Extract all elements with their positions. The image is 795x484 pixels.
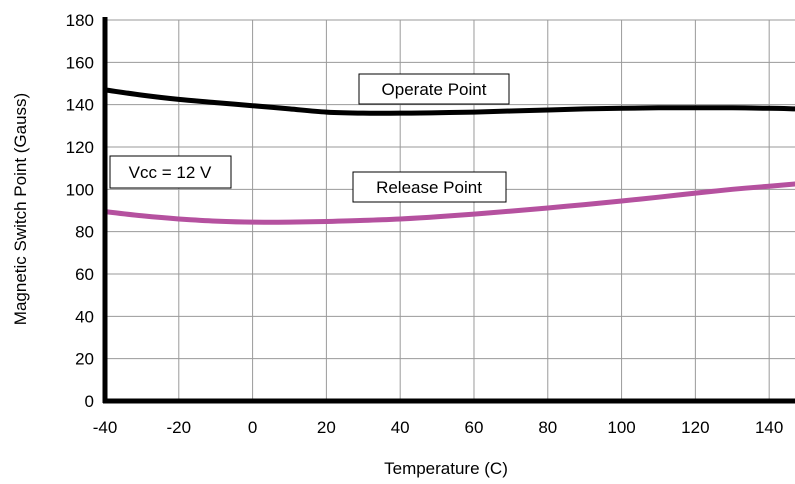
y-tick-label: 40 (75, 307, 94, 326)
series-layer (102, 87, 795, 225)
x-tick-label: 140 (755, 418, 783, 437)
x-tick-label: 0 (248, 418, 257, 437)
y-tick-label: 120 (66, 138, 94, 157)
y-tick-label: 80 (75, 223, 94, 242)
y-tick-label: 140 (66, 96, 94, 115)
y-tick-labels: 0 20 40 60 80 100 120 140 160 180 (66, 11, 94, 411)
annotation-release-point: Release Point (352, 171, 507, 203)
annotation-vcc: Vcc = 12 V (109, 155, 232, 189)
y-tick-label: 160 (66, 53, 94, 72)
annotation-box (352, 171, 507, 203)
x-tick-label: 120 (681, 418, 709, 437)
annotation-release-point-text: Release Point (376, 178, 482, 197)
x-tick-label: -20 (167, 418, 192, 437)
y-tick-label: 20 (75, 350, 94, 369)
annotation-operate-point-text: Operate Point (382, 80, 487, 99)
y-tick-label: 60 (75, 265, 94, 284)
y-tick-label: 180 (66, 11, 94, 30)
x-tick-labels: -40 -20 0 20 40 60 80 100 120 140 (93, 418, 784, 437)
x-tick-label: 80 (538, 418, 557, 437)
annotation-box (358, 73, 510, 105)
y-tick-label: 100 (66, 180, 94, 199)
x-tick-label: 20 (317, 418, 336, 437)
x-tick-label: -40 (93, 418, 118, 437)
annotation-operate-point: Operate Point (358, 73, 510, 105)
axes (102, 17, 795, 404)
y-axis-title: Magnetic Switch Point (Gauss) (11, 93, 30, 325)
x-axis-title: Temperature (C) (384, 459, 508, 478)
x-tick-label: 100 (607, 418, 635, 437)
annotation-vcc-text: Vcc = 12 V (129, 163, 212, 182)
y-tick-label: 0 (85, 392, 94, 411)
series-line-release-point (102, 181, 795, 225)
x-tick-label: 60 (465, 418, 484, 437)
x-tick-label: 40 (391, 418, 410, 437)
annotation-box (109, 155, 232, 189)
series-line-operate-point (102, 87, 795, 116)
